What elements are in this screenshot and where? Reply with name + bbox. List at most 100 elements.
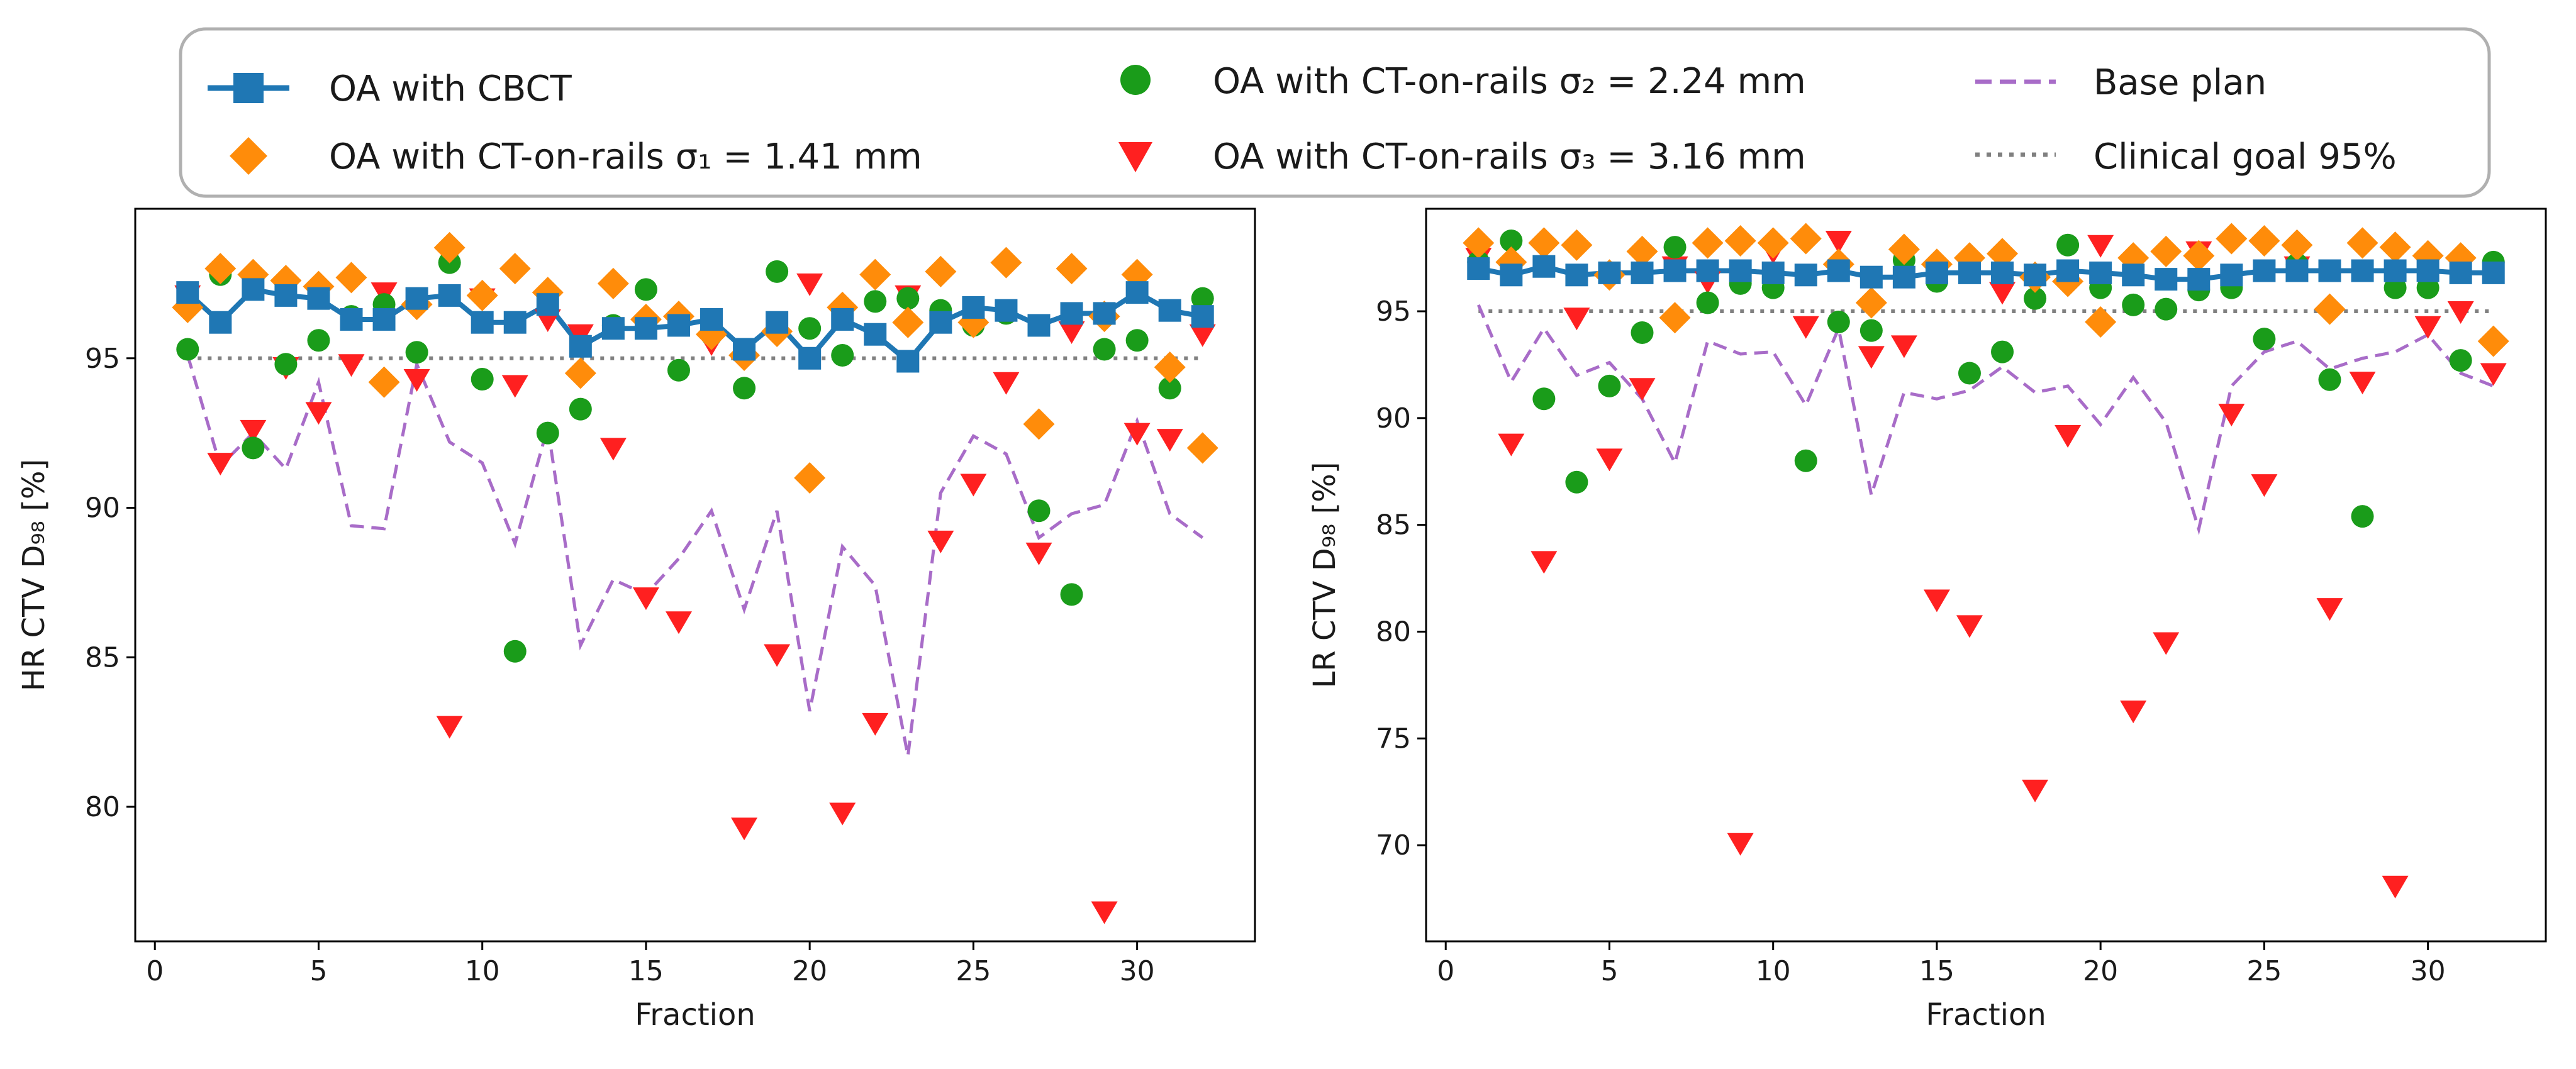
sigma2-point xyxy=(1696,291,1719,314)
y-axis-label: HR CTV D₉₈ [%] xyxy=(16,459,52,691)
cbct-point xyxy=(2351,259,2374,282)
legend-entry-base: Base plan xyxy=(1975,62,2267,103)
sigma3-point xyxy=(2316,598,2343,621)
sigma2-point xyxy=(2384,276,2407,299)
sigma2-point xyxy=(1565,470,1588,494)
y-tick-label: 85 xyxy=(1376,509,1411,541)
sigma3-point xyxy=(599,438,627,461)
cbct-point xyxy=(733,338,756,361)
sigma2-point xyxy=(2056,233,2080,257)
sigma1-point xyxy=(859,258,891,291)
sigma1-point xyxy=(1154,352,1186,384)
sigma1-point xyxy=(794,462,826,494)
sigma2-point xyxy=(634,278,657,301)
sigma3-point xyxy=(2218,404,2245,427)
cbct-point xyxy=(2155,268,2178,291)
x-tick-label: 15 xyxy=(1919,955,1954,987)
sigma1-point xyxy=(466,279,498,311)
sigma3-point xyxy=(1058,321,1085,344)
sigma2-point xyxy=(1060,583,1083,606)
legend-sigma2-marker xyxy=(1120,65,1151,95)
x-tick-label: 20 xyxy=(2083,955,2118,987)
sigma3-point xyxy=(1531,551,1558,574)
x-tick-label: 20 xyxy=(792,955,827,987)
y-tick-label: 75 xyxy=(1376,723,1411,755)
sigma1-point xyxy=(1790,223,1822,255)
sigma3-point xyxy=(2153,632,2180,655)
base-plan-line xyxy=(1476,304,2494,536)
sigma3-point xyxy=(1825,230,1852,253)
sigma3-point xyxy=(1124,423,1151,446)
legend-entry-cbct: OA with CBCT xyxy=(208,69,572,109)
axes-frame xyxy=(134,208,1256,943)
cbct-point xyxy=(1925,261,1948,284)
legend-entry-sigma1: OA with CT-on-rails σ₁ = 1.41 mm xyxy=(230,136,922,177)
sigma1-point xyxy=(2314,293,2346,325)
sigma2-point xyxy=(1663,236,1687,259)
legend-entry-sigma2: OA with CT-on-rails σ₂ = 2.24 mm xyxy=(1120,61,1806,102)
sigma2-point xyxy=(1093,338,1116,361)
legend-sigma1-marker xyxy=(230,137,267,175)
cbct-point xyxy=(1093,302,1116,325)
cbct-point xyxy=(2384,259,2407,282)
sigma3-point xyxy=(1792,316,1819,339)
sigma2-point xyxy=(1631,321,1654,344)
sigma3-point xyxy=(2055,425,2082,448)
sigma2-point xyxy=(667,358,690,382)
y-tick-label: 80 xyxy=(1376,616,1411,648)
x-tick-label: 10 xyxy=(465,955,500,987)
cbct-point xyxy=(2482,261,2505,284)
panel-hr: 0 5 10 15 20 25 30 80 85 90 95 Fraction HR CTV D₉₈ [… xyxy=(16,208,1256,1033)
cbct-point xyxy=(405,287,428,310)
cbct-point xyxy=(1794,263,1817,287)
sigma2-point xyxy=(1125,329,1149,352)
y-tick-label: 90 xyxy=(85,492,120,524)
cbct-point xyxy=(1191,305,1214,328)
cbct-point xyxy=(995,299,1018,322)
sigma1-point xyxy=(1528,227,1560,259)
sigma1-point xyxy=(1186,432,1218,464)
legend: OA with CBCT OA with CT-on-rails σ₁ = 1.… xyxy=(179,27,2491,198)
sigma1-point xyxy=(1987,238,2019,270)
cbct-point xyxy=(2253,259,2276,282)
x-axis-label: Fraction xyxy=(635,997,756,1033)
sigma3-point xyxy=(2087,235,2114,258)
sigma2-point xyxy=(2253,328,2276,351)
cbct-point xyxy=(2089,261,2112,284)
x-tick-label: 15 xyxy=(628,955,664,987)
sigma3-point xyxy=(1025,542,1052,565)
axes-frame xyxy=(1425,208,2547,943)
sigma1-point xyxy=(2183,240,2215,272)
sigma2-point xyxy=(1794,449,1817,472)
cbct-point xyxy=(1729,259,1752,282)
sigma3-point xyxy=(501,375,528,398)
sigma2-point xyxy=(405,341,428,364)
sigma1-point xyxy=(827,291,859,323)
sigma3-point xyxy=(1629,378,1656,401)
legend-goal-label: Clinical goal 95% xyxy=(2094,136,2397,177)
sigma1-point xyxy=(433,231,466,263)
sigma1-point xyxy=(892,306,924,338)
cbct-point xyxy=(372,307,396,331)
sigma3-point xyxy=(2480,363,2507,386)
cbct-point xyxy=(2056,259,2080,282)
sigma2-point xyxy=(2155,297,2178,321)
sigma1-point xyxy=(925,255,957,287)
sigma3-point xyxy=(1890,335,1917,358)
sigma1-point xyxy=(368,366,400,398)
sigma3-point xyxy=(2120,701,2147,724)
cbct-point xyxy=(1158,299,1181,322)
cbct-point xyxy=(2318,259,2341,282)
cbct-point xyxy=(1696,259,1719,282)
sigma2-point xyxy=(766,260,789,283)
cbct-point xyxy=(962,296,985,319)
y-tick-label: 90 xyxy=(1376,402,1411,435)
sigma1-point xyxy=(1724,224,1756,257)
cbct-point xyxy=(667,314,690,337)
sigma1-point xyxy=(564,357,596,389)
y-tick-label: 80 xyxy=(85,791,120,823)
sigma1-point xyxy=(990,246,1022,279)
sigma3-point xyxy=(403,369,430,392)
sigma3-point xyxy=(632,587,659,611)
cbct-point xyxy=(1991,261,2014,284)
